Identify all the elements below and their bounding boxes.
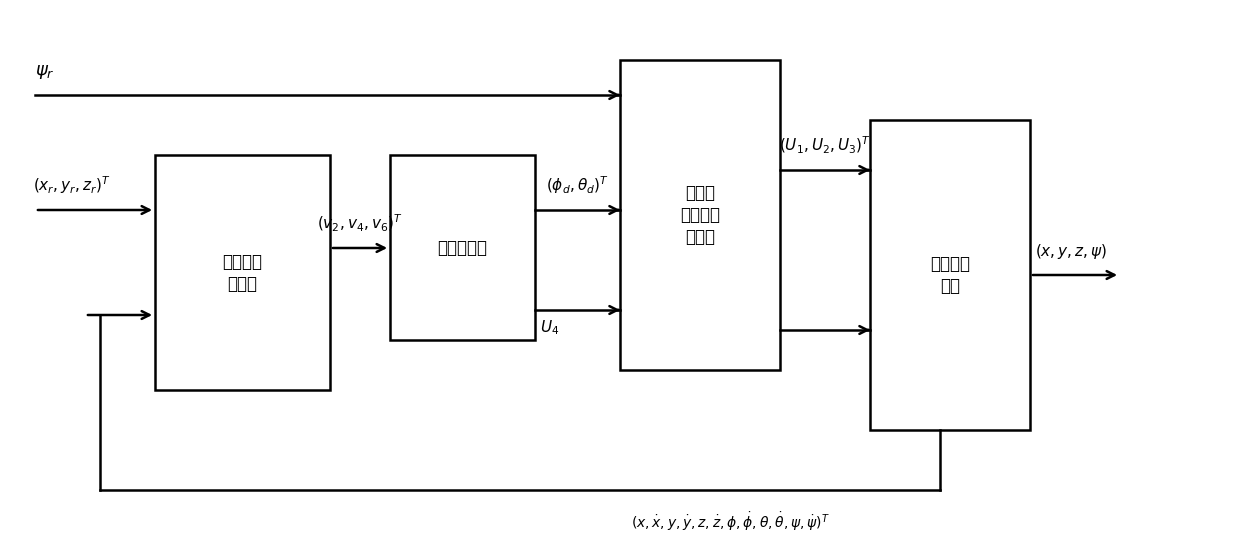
Bar xyxy=(155,155,330,390)
Text: $(x,y,z,\psi)$: $(x,y,z,\psi)$ xyxy=(1035,242,1107,261)
Text: $U_4$: $U_4$ xyxy=(539,318,559,337)
Bar xyxy=(870,120,1030,430)
Text: 反步滑模: 反步滑模 xyxy=(222,253,263,271)
Text: $\psi_r$: $\psi_r$ xyxy=(35,63,55,81)
Text: 人机: 人机 xyxy=(940,277,960,295)
Text: $(\phi_d,\theta_d)^T$: $(\phi_d,\theta_d)^T$ xyxy=(546,174,609,196)
Bar xyxy=(620,60,780,370)
Text: 控制器: 控制器 xyxy=(227,274,258,293)
Text: 算术求解器: 算术求解器 xyxy=(438,239,487,256)
Text: $(U_1,U_2,U_3)^T$: $(U_1,U_2,U_3)^T$ xyxy=(779,135,870,156)
Text: 常规滑模: 常规滑模 xyxy=(680,206,720,224)
Bar xyxy=(391,155,534,340)
Text: $(v_2,v_4,v_6)^T$: $(v_2,v_4,v_6)^T$ xyxy=(317,213,403,234)
Text: $(x,\dot{x},y,\dot{y},z,\dot{z},\phi,\dot{\phi},\theta,\dot{\theta},\psi,\dot{\p: $(x,\dot{x},y,\dot{y},z,\dot{z},\phi,\do… xyxy=(631,510,830,532)
Text: 姿态角: 姿态角 xyxy=(684,184,715,202)
Text: $(x_r,y_r,z_r)^T$: $(x_r,y_r,z_r)^T$ xyxy=(33,174,110,196)
Text: 控制器: 控制器 xyxy=(684,228,715,246)
Text: 四旋翼无: 四旋翼无 xyxy=(930,255,970,273)
